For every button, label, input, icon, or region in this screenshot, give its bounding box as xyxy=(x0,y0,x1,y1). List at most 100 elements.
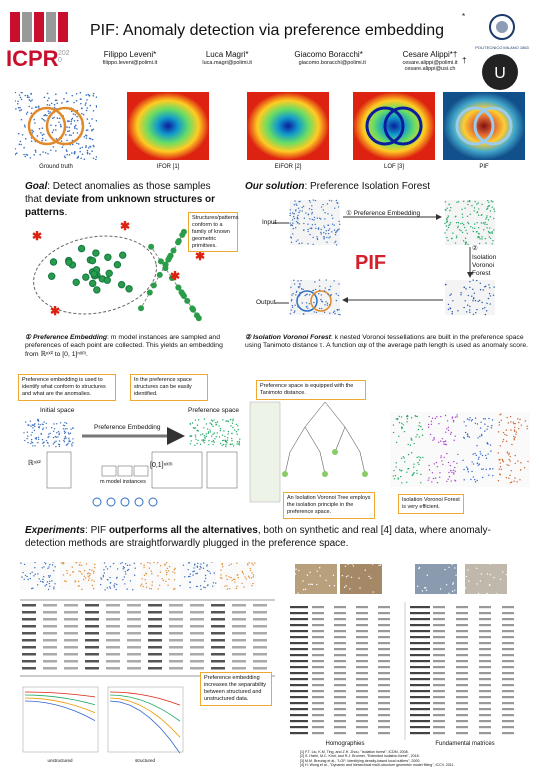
decor-dot xyxy=(465,575,468,578)
decor-dot xyxy=(76,128,78,130)
decor-dot xyxy=(79,92,82,94)
decor-dot xyxy=(514,430,516,432)
table-cell xyxy=(334,624,346,627)
decor-dot xyxy=(184,297,191,304)
decor-dot xyxy=(41,428,44,431)
decor-dot xyxy=(46,92,49,95)
decor-dot xyxy=(419,456,422,459)
decor-dot xyxy=(295,240,298,242)
decor-dot xyxy=(444,201,447,203)
decor-dot xyxy=(92,95,95,97)
decor-dot xyxy=(69,440,71,442)
decor-dot xyxy=(70,123,72,125)
decor-dot xyxy=(28,99,31,101)
decor-dot xyxy=(478,233,480,235)
decor-dot xyxy=(487,425,489,428)
decor-dot xyxy=(77,143,80,145)
anomaly-mark: ✱ xyxy=(50,304,60,318)
decor-dot xyxy=(182,564,185,566)
decor-dot xyxy=(506,416,508,419)
decor-dot xyxy=(323,225,325,227)
decor-dot xyxy=(454,470,456,472)
decor-dot xyxy=(313,301,315,304)
decor-dot xyxy=(486,207,489,210)
decor-dot xyxy=(467,243,469,246)
decor-dot xyxy=(491,419,494,421)
table-cell xyxy=(290,684,308,687)
decor-dot xyxy=(308,208,311,210)
decor-dot xyxy=(26,96,29,99)
decor-dot xyxy=(430,423,433,426)
decor-dot xyxy=(427,423,430,426)
decor-dot xyxy=(74,113,77,116)
decor-dot xyxy=(302,580,304,582)
decor-dot xyxy=(232,420,234,422)
table-cell xyxy=(312,612,324,615)
decor-dot xyxy=(507,422,509,424)
decor-dot xyxy=(485,454,487,457)
decor-dot xyxy=(471,461,473,463)
decor-dot xyxy=(150,588,153,590)
decor-dot xyxy=(251,562,253,564)
decor-dot xyxy=(71,152,73,154)
decor-dot xyxy=(490,450,492,452)
decor-dot xyxy=(192,574,194,576)
decor-dot xyxy=(320,307,323,310)
decor-dot xyxy=(461,213,464,215)
table-cell xyxy=(456,702,468,705)
decor-dot xyxy=(489,227,491,229)
table-cell xyxy=(410,618,430,621)
decor-dot xyxy=(318,567,321,569)
decor-dot xyxy=(31,99,33,101)
decor-dot xyxy=(418,459,421,461)
decor-dot xyxy=(52,436,55,439)
decor-dot xyxy=(206,565,208,567)
decor-dot xyxy=(46,114,48,117)
decor-dot xyxy=(436,481,439,484)
decor-dot xyxy=(502,438,505,441)
decor-dot xyxy=(289,222,291,224)
table-cell xyxy=(312,714,324,717)
decor-dot xyxy=(456,201,458,203)
table-cell xyxy=(127,604,141,607)
decor-dot xyxy=(113,260,122,269)
decor-dot xyxy=(328,237,330,239)
decor-dot xyxy=(122,568,124,570)
decor-dot xyxy=(484,313,487,316)
decor-dot xyxy=(488,284,490,286)
decor-dot xyxy=(489,563,491,565)
decor-dot xyxy=(448,203,450,206)
decor-dot xyxy=(216,432,218,434)
table-cell xyxy=(433,702,445,705)
decor-dot xyxy=(21,576,23,578)
decor-dot xyxy=(51,117,54,120)
decor-dot xyxy=(455,236,458,239)
decor-dot xyxy=(298,242,300,245)
decor-dot xyxy=(92,110,95,112)
decor-dot xyxy=(485,208,488,210)
decor-dot xyxy=(92,144,95,147)
decor-dot xyxy=(400,416,403,418)
decor-dot xyxy=(209,572,212,575)
decor-dot xyxy=(145,573,148,575)
decor-dot xyxy=(196,572,198,575)
decor-dot xyxy=(68,439,70,441)
decor-dot xyxy=(48,445,50,447)
decor-dot xyxy=(17,100,19,103)
decor-dot xyxy=(429,433,432,436)
decor-dot xyxy=(467,222,470,225)
experiments-emph: outperforms all the alternatives xyxy=(108,525,258,536)
logo: ICPR 2020 xyxy=(6,6,76,76)
decor-dot xyxy=(65,580,67,583)
decor-dot xyxy=(510,469,512,472)
decor-dot xyxy=(75,562,78,563)
decor-dot xyxy=(211,424,213,426)
decor-dot xyxy=(469,311,471,313)
decor-dot xyxy=(324,287,327,289)
table-cell xyxy=(22,667,36,670)
decor-dot xyxy=(410,452,413,454)
decor-dot xyxy=(481,468,483,470)
decor-dot xyxy=(44,563,47,565)
decor-dot xyxy=(416,469,418,472)
decor-dot xyxy=(236,443,238,445)
